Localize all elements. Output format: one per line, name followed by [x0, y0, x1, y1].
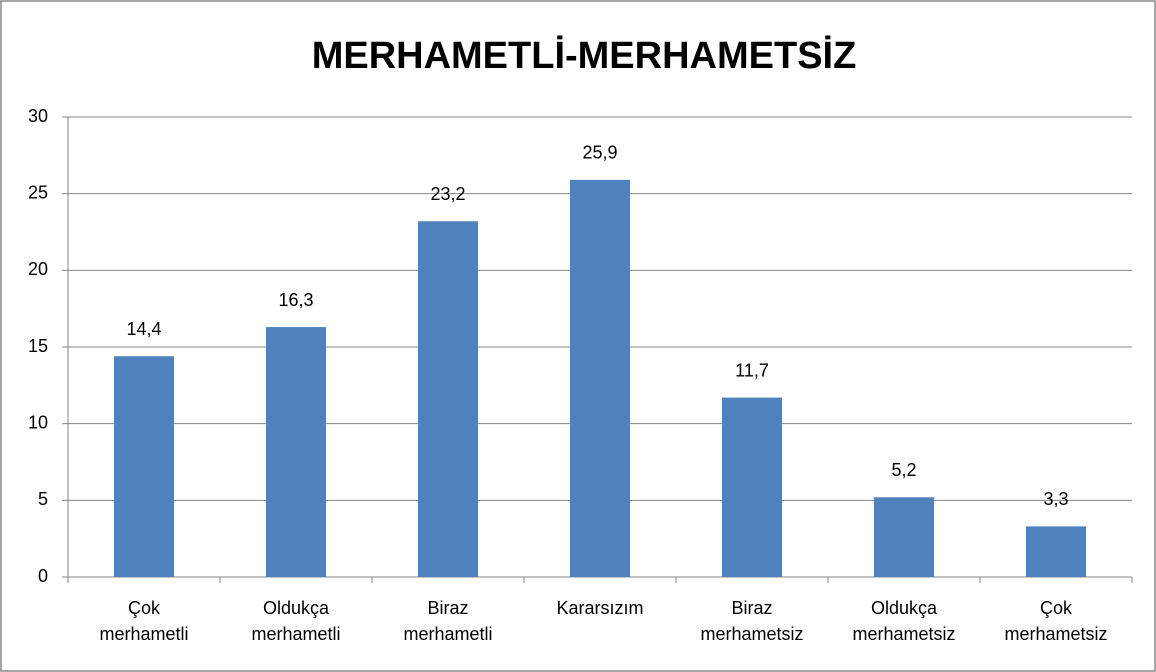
- x-tick-label: Kararsızım: [556, 598, 644, 618]
- data-label: 25,9: [582, 143, 617, 163]
- chart-title: MERHAMETLİ-MERHAMETSİZ: [312, 35, 857, 77]
- y-tick-label: 15: [28, 336, 48, 356]
- bar: [266, 327, 326, 577]
- data-label: 14,4: [126, 319, 161, 339]
- data-label: 3,3: [1043, 489, 1068, 509]
- y-tick-label: 0: [38, 566, 48, 586]
- bar: [114, 356, 174, 577]
- data-label: 5,2: [891, 460, 916, 480]
- bar: [570, 179, 630, 577]
- y-tick-label: 5: [38, 489, 48, 509]
- bar: [722, 397, 782, 577]
- x-tick-label: Oldukça merhametsiz: [852, 598, 956, 644]
- data-label: 11,7: [735, 360, 769, 380]
- x-tick-label: Çok merhametli: [99, 598, 189, 644]
- y-tick-label: 10: [28, 412, 48, 432]
- x-tick-label: Çok merhametsiz: [1004, 598, 1108, 644]
- y-tick-label: 25: [28, 182, 48, 202]
- x-tick-label: Oldukça merhametli: [251, 598, 341, 644]
- x-tick-label: Biraz merhametsiz: [700, 598, 804, 644]
- y-tick-label: 20: [28, 259, 48, 279]
- bar: [1026, 526, 1086, 577]
- y-tick-label: 30: [28, 106, 48, 126]
- data-label: 16,3: [278, 290, 313, 310]
- x-tick-label: Biraz merhametli: [403, 598, 493, 644]
- data-label: 23,2: [430, 184, 465, 204]
- bar: [874, 497, 934, 577]
- bar: [418, 221, 478, 577]
